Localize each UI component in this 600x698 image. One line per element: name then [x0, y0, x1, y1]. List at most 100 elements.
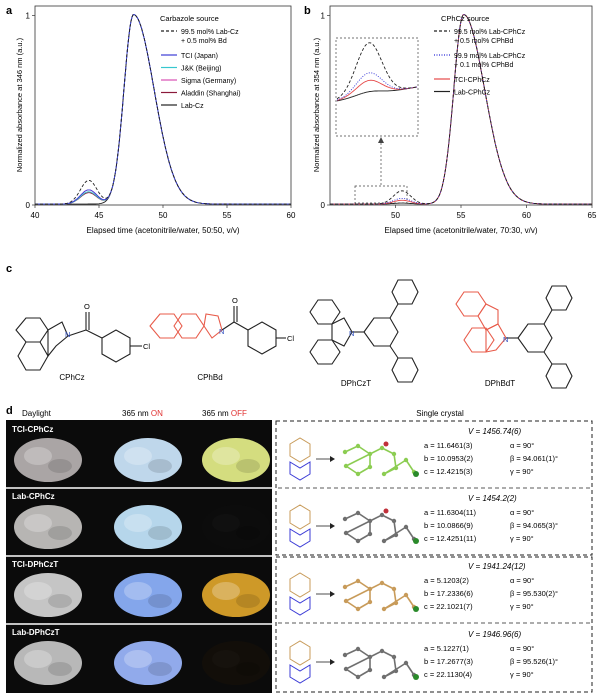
atom — [379, 445, 385, 451]
legend-label: + 0.5 mol% CPhBd — [454, 38, 513, 45]
bond — [381, 514, 395, 522]
cell-angle: β = 94.065(3)° — [510, 521, 558, 530]
series-line — [330, 14, 592, 205]
legend-label: 99.5 mol% Lab-Cz — [181, 29, 239, 36]
cell-angle: α = 90° — [510, 441, 534, 450]
sample-photo-uv-off — [202, 505, 270, 549]
cphcz-o-atom: O — [84, 302, 90, 311]
atom — [367, 654, 373, 660]
dphbdt-pyrrole — [485, 323, 507, 353]
cell-parameter: b = 10.0953(2) — [424, 454, 473, 463]
legend-label: Sigma (Germany) — [181, 78, 236, 85]
atom — [367, 586, 373, 592]
atom — [403, 592, 409, 598]
structure-dphbdt — [455, 285, 573, 389]
sample-photo-uv-off — [202, 438, 270, 482]
legend-label: + 0.1 mol% CPhBd — [454, 62, 513, 69]
cphbd-ring-b — [173, 313, 205, 339]
bond — [345, 465, 359, 475]
cell-parameter: a = 5.1203(2) — [424, 576, 469, 585]
crystal-row: V = 1941.24(12) a = 5.1203(2) b = 17.2336(… — [289, 562, 558, 616]
cphcz-cl-atom: Cl — [143, 342, 150, 351]
atom — [342, 449, 348, 455]
atom — [367, 464, 373, 470]
bond — [405, 526, 415, 540]
cell-angle: γ = 90° — [510, 670, 534, 679]
bond — [345, 532, 359, 542]
bond — [405, 594, 415, 608]
sample-photo-daylight — [14, 438, 82, 482]
crystal-box-dphczt — [275, 556, 593, 693]
chart-a-lines — [35, 14, 291, 205]
atom — [367, 531, 373, 537]
chart-b-ticks: 50 55 60 65 0 1 — [321, 11, 597, 220]
row-label: Lab-DPhCzT — [12, 628, 60, 637]
bond — [357, 512, 371, 522]
cell-angle: α = 90° — [510, 508, 534, 517]
structure-cphcz — [15, 312, 142, 371]
y-tick-label: 1 — [26, 11, 31, 20]
bond — [345, 650, 383, 670]
cell-parameter: c = 12.4215(3) — [424, 467, 473, 476]
bond — [381, 650, 395, 658]
cell-parameter: a = 5.1227(1) — [424, 644, 469, 653]
y-tick-label: 1 — [321, 11, 326, 20]
structure-name-cphcz: CPhCz — [59, 373, 84, 382]
bond — [381, 447, 395, 455]
structure-name-dphbdt: DPhBdT — [485, 379, 515, 388]
atom — [391, 654, 397, 660]
cell-angle: β = 95.530(2)° — [510, 589, 558, 598]
atom — [393, 600, 399, 606]
cphbd-pyrrole — [203, 313, 223, 339]
col-header-on: 365 nm ON — [122, 409, 163, 418]
cell-volume: V = 1946.96(6) — [468, 630, 521, 639]
cphcz-bond — [67, 329, 87, 337]
series-line — [35, 14, 291, 205]
lattice-icon — [289, 528, 311, 548]
bond — [357, 648, 371, 658]
cell-parameter: b = 17.2677(3) — [424, 657, 473, 666]
atom — [343, 463, 349, 469]
atom — [391, 451, 397, 457]
atom — [367, 667, 373, 673]
crystal-row: V = 1946.96(6) a = 5.1227(1) b = 17.2677(3… — [289, 630, 558, 684]
chart-a-ylabel: Normalized absorbance at 346 nm (a.u.) — [15, 37, 24, 172]
atom — [355, 606, 361, 612]
oxygen-atom — [383, 508, 389, 514]
lattice-icon — [289, 504, 311, 530]
x-tick-label: 65 — [588, 211, 597, 220]
row-label: TCI-CPhCz — [12, 425, 53, 434]
atom — [367, 518, 373, 524]
bond — [357, 601, 371, 610]
cell-parameter: a = 11.6304(11) — [424, 508, 477, 517]
structure-dphczt — [309, 279, 419, 383]
bond — [357, 445, 371, 455]
dphczt-pyrrole — [331, 317, 353, 347]
atom — [381, 674, 387, 680]
atom — [379, 512, 385, 518]
atom — [393, 532, 399, 538]
atom — [403, 457, 409, 463]
bond — [344, 445, 359, 453]
series-line — [35, 14, 291, 205]
cell-parameter: a = 11.6461(3) — [424, 441, 473, 450]
bond — [357, 669, 371, 678]
series-line — [35, 14, 291, 205]
cphcz-pyrrole — [47, 321, 69, 358]
bond — [344, 512, 359, 520]
panel-label-d: d — [6, 405, 13, 417]
x-tick-label: 40 — [31, 211, 40, 220]
atom — [393, 668, 399, 674]
col-header-crystal: Single crystal — [416, 409, 464, 418]
sample-photo-uv-off — [202, 573, 270, 617]
atom — [381, 471, 387, 477]
dphbdt-ring-a — [455, 291, 487, 317]
cell-angle: β = 95.526(1)° — [510, 657, 558, 666]
structure-name-cphbd: CPhBd — [197, 373, 222, 382]
atom — [367, 451, 373, 457]
legend-label: Lab-Cz — [181, 103, 204, 110]
bond — [381, 582, 395, 590]
dphbdt-phenyl-bottom — [545, 363, 573, 389]
cell-angle: γ = 90° — [510, 534, 534, 543]
